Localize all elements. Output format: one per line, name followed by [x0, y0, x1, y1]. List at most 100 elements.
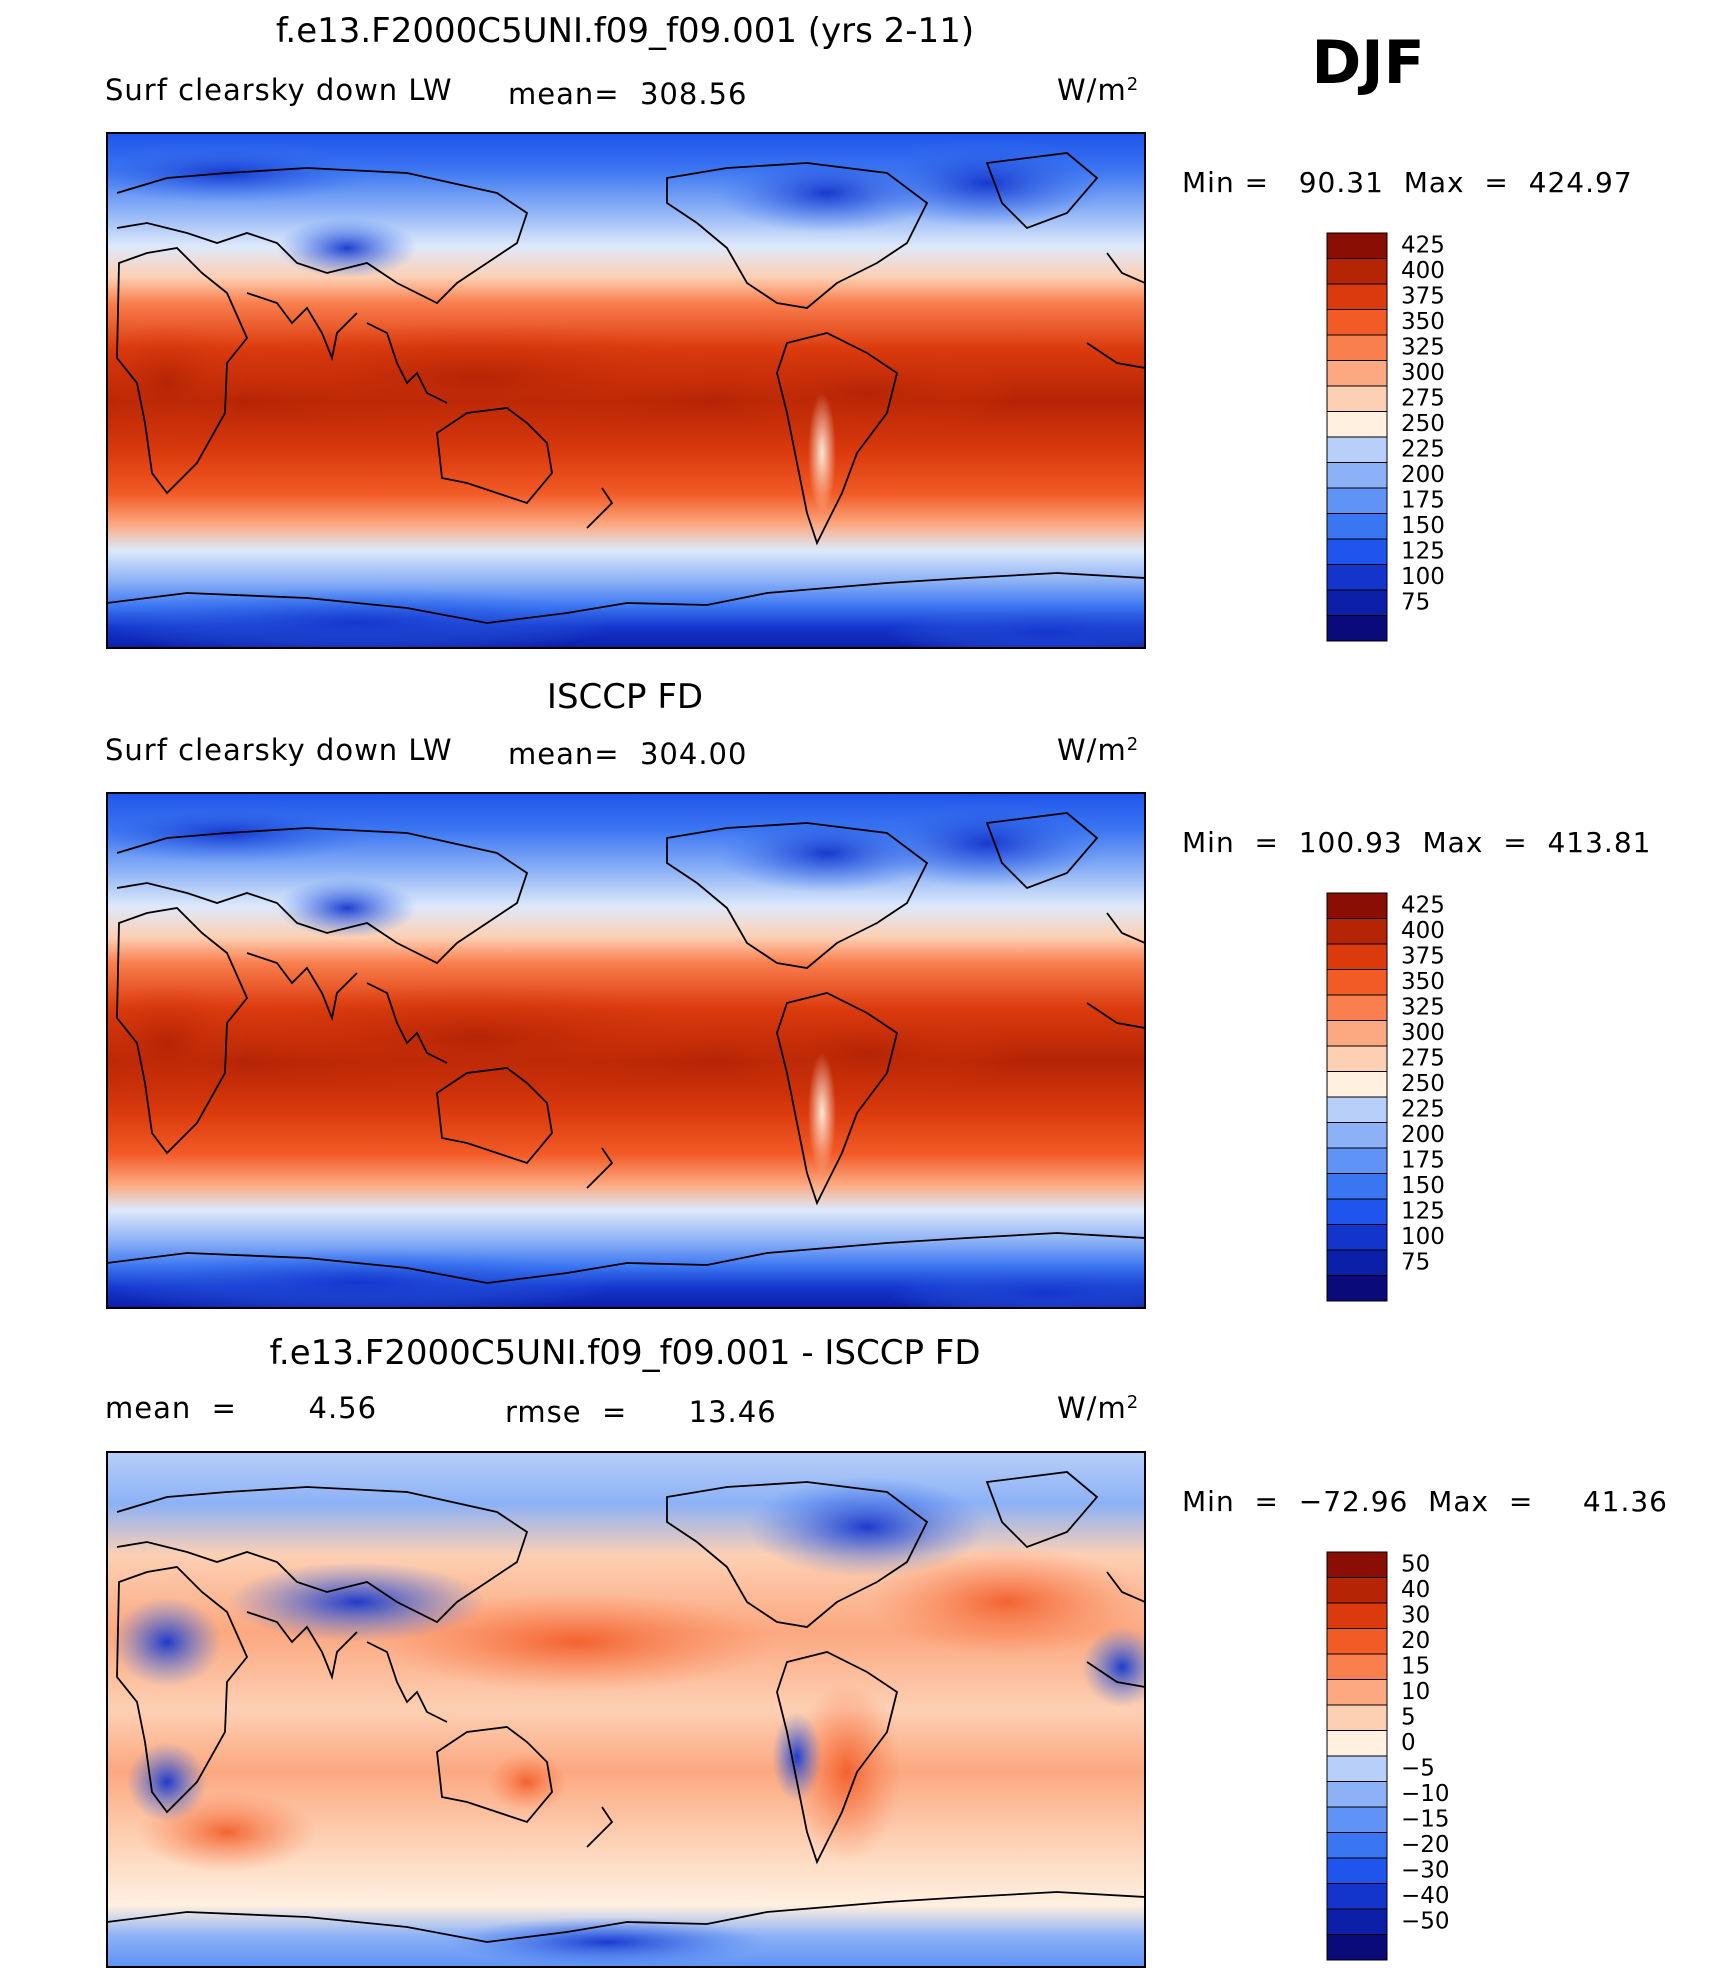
- colorbar-box: [1326, 1198, 1388, 1225]
- colorbar-box: [1326, 1096, 1388, 1123]
- units-base: W/m: [1057, 733, 1127, 767]
- center-label: mean= 308.56: [508, 77, 747, 111]
- colorbar-tick-label: 5: [1401, 1705, 1416, 1731]
- colorbar-box: [1326, 1173, 1388, 1200]
- units-label: W/m2: [1057, 1391, 1139, 1425]
- colorbar-box: [1326, 918, 1388, 945]
- colorbar-box: [1326, 892, 1388, 919]
- colorbar-box: [1326, 1781, 1388, 1808]
- colorbar-tick-label: 50: [1401, 1552, 1430, 1578]
- colorbar: 4254003753503253002752502252001751501251…: [1326, 892, 1445, 1302]
- units-sup: 2: [1127, 1392, 1139, 1413]
- center-label: rmse = 13.46: [505, 1395, 777, 1429]
- left-label: Surf clearsky down LW: [105, 73, 453, 107]
- colorbar-box: [1326, 1934, 1388, 1961]
- colorbar-tick-label: −5: [1401, 1756, 1435, 1782]
- colorbar-tick-label: 0: [1401, 1730, 1416, 1756]
- map-frame: [106, 1451, 1146, 1968]
- colorbar-box: [1326, 1857, 1388, 1884]
- colorbar-tick-label: 10: [1401, 1679, 1430, 1705]
- map-frame: [106, 792, 1146, 1309]
- colorbar-tick-label: 425: [1401, 233, 1445, 259]
- left-label: Surf clearsky down LW: [105, 733, 453, 767]
- colorbar-tick-label: 75: [1401, 590, 1430, 616]
- colorbar-tick-label: 15: [1401, 1654, 1430, 1680]
- map: [106, 132, 1146, 649]
- units-base: W/m: [1057, 73, 1127, 107]
- panel-title: ISCCP FD: [547, 677, 703, 717]
- panel-2: ISCCP FD Surf clearsky down LW mean= 304.0…: [105, 677, 1650, 1309]
- colorbar-box: [1326, 360, 1388, 387]
- colorbar-box: [1326, 487, 1388, 514]
- colorbar-tick-label: −40: [1401, 1883, 1450, 1909]
- colorbar-box: [1326, 411, 1388, 438]
- colorbar-box: [1326, 564, 1388, 591]
- colorbar-box: [1326, 969, 1388, 996]
- colorbar-tick-label: 200: [1401, 1122, 1445, 1148]
- panel-title: f.e13.F2000C5UNI.f09_f09.001 (yrs 2-11): [276, 11, 974, 51]
- panels: f.e13.F2000C5UNI.f09_f09.001 (yrs 2-11) S…: [105, 11, 1668, 1968]
- colorbar-box: [1326, 1551, 1388, 1578]
- colorbar-box: [1326, 1908, 1388, 1935]
- colorbar-box: [1326, 1071, 1388, 1098]
- units-label: W/m2: [1057, 733, 1139, 767]
- colorbar-tick-label: 325: [1401, 335, 1445, 361]
- colorbar-tick-label: 325: [1401, 995, 1445, 1021]
- colorbar-tick-label: 375: [1401, 284, 1445, 310]
- colorbar-box: [1326, 1806, 1388, 1833]
- colorbar-box: [1326, 943, 1388, 970]
- colorbar-box: [1326, 1653, 1388, 1680]
- colorbar-tick-label: 225: [1401, 437, 1445, 463]
- colorbar-tick-label: 150: [1401, 513, 1445, 539]
- colorbar-box: [1326, 1755, 1388, 1782]
- colorbar-tick-label: 275: [1401, 386, 1445, 412]
- colorbar-tick-label: 250: [1401, 1071, 1445, 1097]
- colorbar-tick-label: 75: [1401, 1250, 1430, 1276]
- units-sup: 2: [1127, 734, 1139, 755]
- colorbar-tick-label: 425: [1401, 893, 1445, 919]
- colorbar-box: [1326, 1147, 1388, 1174]
- colorbar-box: [1326, 1122, 1388, 1149]
- colorbar-box: [1326, 1883, 1388, 1910]
- colorbar-tick-label: −15: [1401, 1807, 1450, 1833]
- min-max-label: Min = 90.31 Max = 424.97: [1182, 166, 1633, 199]
- min-max-label: Min = −72.96 Max = 41.36: [1182, 1485, 1668, 1518]
- colorbar-tick-label: 175: [1401, 1148, 1445, 1174]
- colorbar-tick-label: 100: [1401, 1224, 1445, 1250]
- colorbar-tick-label: 30: [1401, 1603, 1430, 1629]
- colorbar-tick-label: 300: [1401, 1020, 1445, 1046]
- colorbar-box: [1326, 283, 1388, 310]
- colorbar-box: [1326, 1224, 1388, 1251]
- colorbar-tick-label: −10: [1401, 1781, 1450, 1807]
- colorbar-tick-label: −50: [1401, 1909, 1450, 1935]
- map-field: [107, 1452, 1145, 1967]
- colorbar: 4254003753503253002752502252001751501251…: [1326, 232, 1445, 642]
- colorbar-tick-label: 175: [1401, 488, 1445, 514]
- colorbar-box: [1326, 1628, 1388, 1655]
- map: [106, 1451, 1146, 1968]
- colorbar-box: [1326, 334, 1388, 361]
- colorbar-box: [1326, 615, 1388, 642]
- colorbar-box: [1326, 258, 1388, 285]
- colorbar-box: [1326, 1602, 1388, 1629]
- colorbar-tick-label: 400: [1401, 258, 1445, 284]
- colorbar-tick-label: 125: [1401, 539, 1445, 565]
- colorbar-box: [1326, 385, 1388, 412]
- colorbar-box: [1326, 1704, 1388, 1731]
- center-label: mean= 304.00: [508, 737, 747, 771]
- colorbar-tick-label: 20: [1401, 1628, 1430, 1654]
- panel-1: f.e13.F2000C5UNI.f09_f09.001 (yrs 2-11) S…: [105, 11, 1633, 649]
- colorbar-tick-label: 275: [1401, 1046, 1445, 1072]
- colorbar-tick-label: 300: [1401, 360, 1445, 386]
- colorbar-box: [1326, 994, 1388, 1021]
- units-base: W/m: [1057, 1391, 1127, 1425]
- colorbar-box: [1326, 513, 1388, 540]
- colorbar-box: [1326, 1577, 1388, 1604]
- colorbar-tick-label: 225: [1401, 1097, 1445, 1123]
- colorbar-tick-label: 250: [1401, 411, 1445, 437]
- colorbar-box: [1326, 1045, 1388, 1072]
- colorbar-box: [1326, 1275, 1388, 1302]
- colorbar-box: [1326, 309, 1388, 336]
